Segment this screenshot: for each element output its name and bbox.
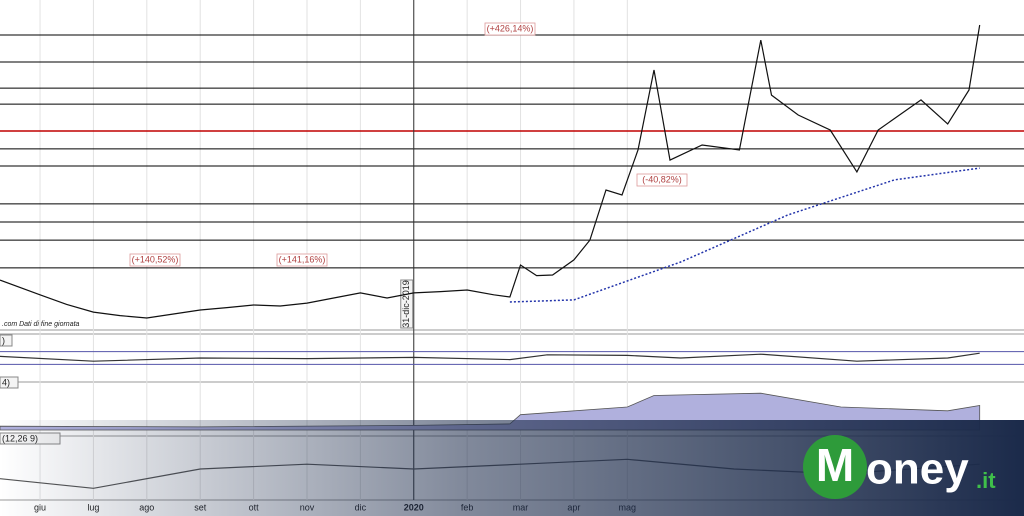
source-note: .com Dati di fine giornata: [2, 321, 80, 328]
annotation-box: [276, 253, 328, 267]
series-line: [509, 167, 980, 303]
divider-box: [400, 279, 414, 329]
panel-label-box: [0, 334, 13, 347]
divider-label: 31-dic-2019: [401, 280, 411, 328]
annotation-box: [636, 173, 688, 187]
annotation-box: [484, 22, 536, 36]
logo-initial: M: [816, 439, 854, 491]
annotation: (-40,82%): [642, 174, 682, 184]
logo-circle: [803, 435, 867, 499]
panel-label-box: [0, 376, 19, 389]
panel-label: 4): [2, 377, 10, 387]
logo-suffix: .it: [976, 468, 996, 493]
series-line: [0, 24, 981, 319]
annotation-box: [129, 253, 181, 267]
logo-text: oney: [866, 445, 969, 494]
annotation: (+141,16%): [279, 254, 326, 264]
annotation: (+140,52%): [132, 254, 179, 264]
panel-label: ): [2, 335, 5, 345]
annotation: (+426,14%): [487, 23, 534, 33]
series-line: [0, 352, 980, 362]
